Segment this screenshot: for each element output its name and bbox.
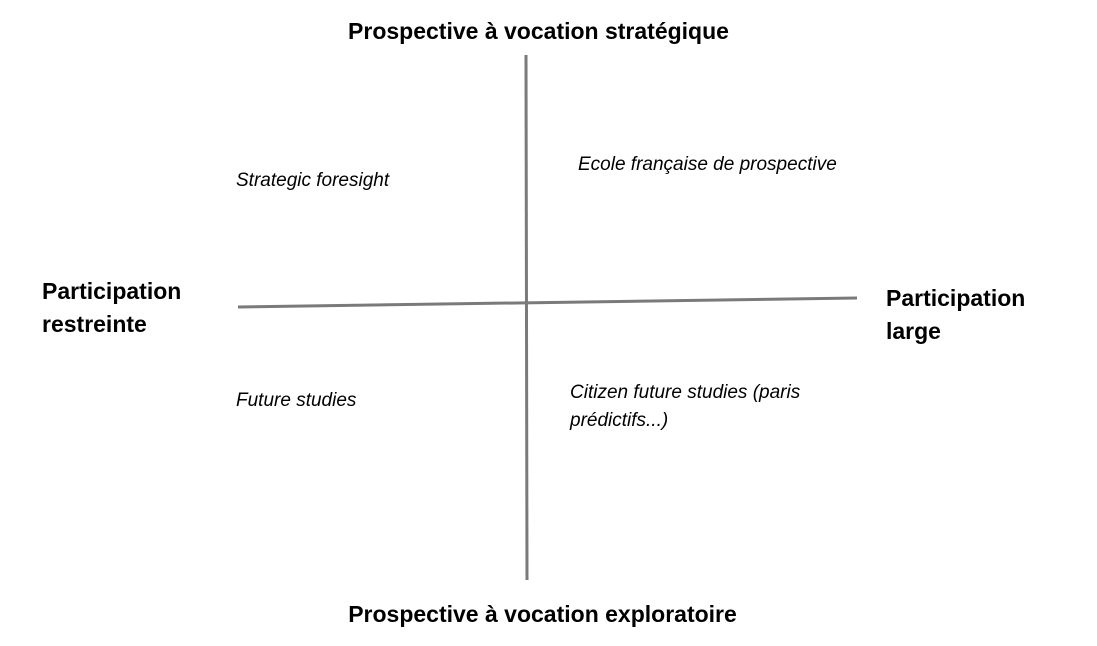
left-pole-label: Participation restreinte bbox=[42, 275, 181, 342]
horizontal-axis bbox=[237, 296, 858, 309]
bottom-pole-label: Prospective à vocation exploratoire bbox=[348, 601, 737, 627]
quadrant-top-right-label: Ecole française de prospective bbox=[578, 154, 837, 175]
right-pole-label: Participation large bbox=[886, 282, 1025, 349]
quadrant-bottom-right-label: Citizen future studies (paris prédictifs… bbox=[570, 382, 801, 431]
quadrant-bottom-left-label: Future studies bbox=[236, 390, 357, 411]
left-pole-line-2: restreinte bbox=[42, 311, 147, 338]
right-pole-line-2: large bbox=[886, 318, 941, 345]
quadrant-top-left-label: Strategic foresight bbox=[236, 170, 390, 191]
left-pole-line-1: Participation bbox=[42, 278, 182, 304]
right-pole-line-1: Participation bbox=[886, 285, 1026, 311]
vertical-axis bbox=[524, 54, 529, 581]
top-pole-label: Prospective à vocation stratégique bbox=[348, 18, 729, 44]
